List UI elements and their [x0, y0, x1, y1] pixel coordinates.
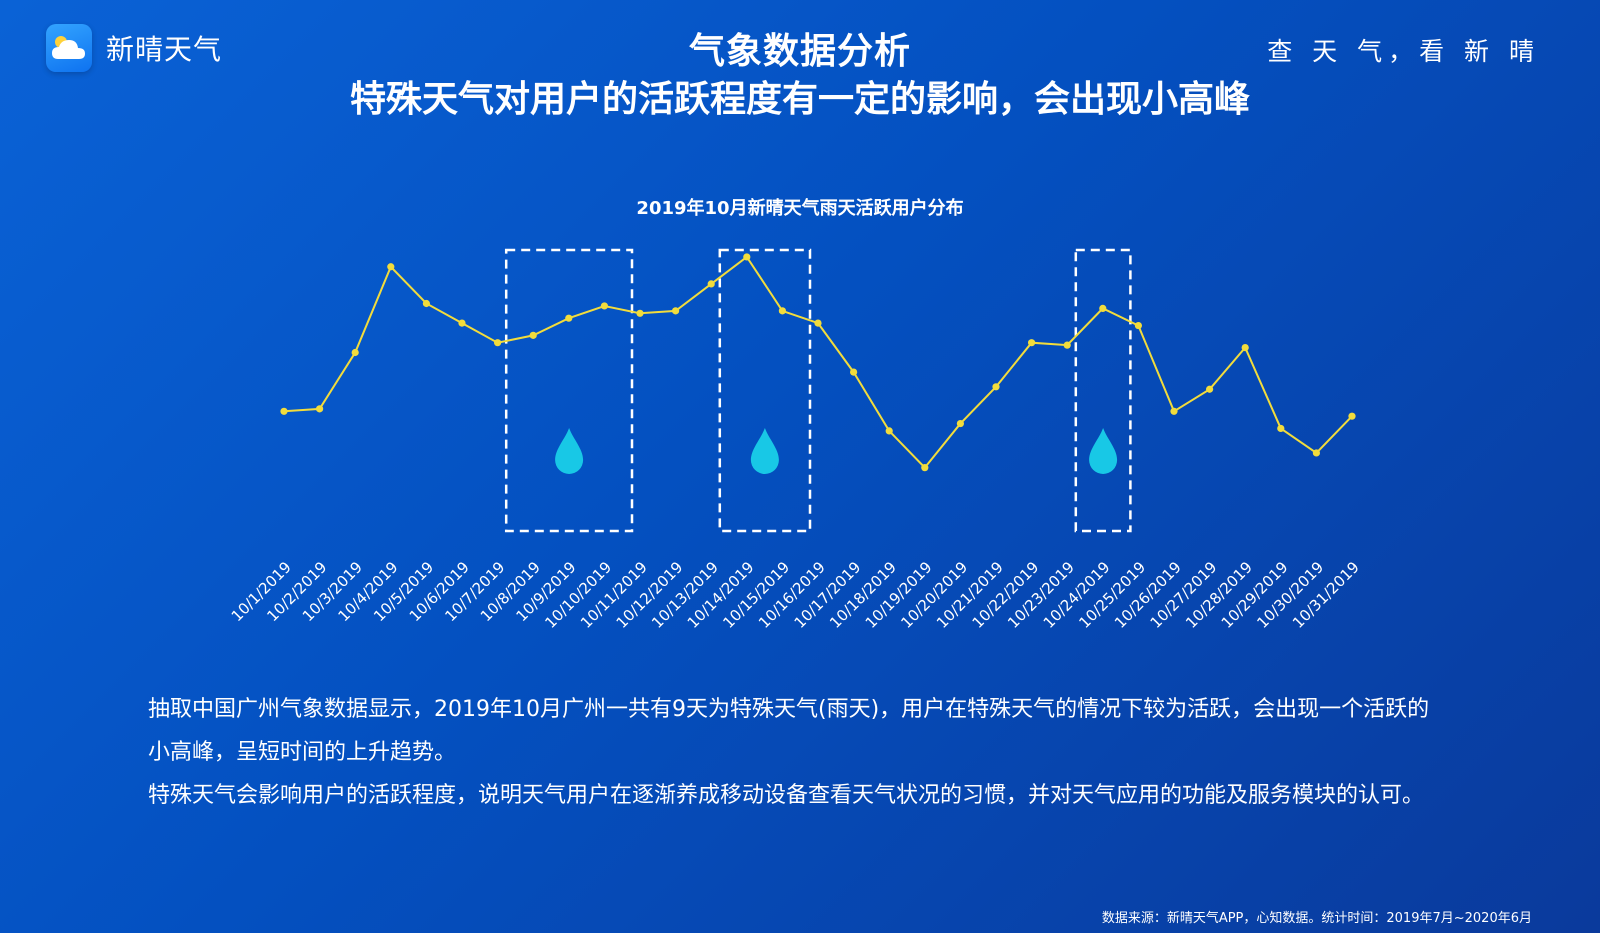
brand-logo: 新晴天气	[46, 24, 222, 72]
data-point	[992, 383, 1000, 391]
rain-highlight-group	[504, 248, 1132, 533]
data-point	[458, 319, 466, 327]
rain-highlight-box-3	[1074, 248, 1132, 533]
brand-name: 新晴天气	[106, 33, 223, 66]
description-paragraph-2: 特殊天气会影响用户的活跃程度，说明天气用户在逐渐养成移动设备查看天气状况的习惯，…	[148, 783, 1425, 808]
data-point	[850, 368, 858, 376]
data-point	[814, 319, 822, 327]
raindrop-icon	[750, 428, 779, 474]
data-point	[636, 309, 644, 317]
series-line-group	[283, 255, 1353, 470]
rain-highlight-box-1	[504, 248, 634, 533]
data-point	[778, 307, 787, 315]
slogan: 查 天 气，看 新 晴	[1267, 37, 1540, 66]
data-point	[1206, 385, 1214, 393]
data-point	[600, 302, 609, 310]
data-point	[1099, 304, 1107, 312]
data-point	[565, 314, 573, 322]
raindrop-icon	[555, 428, 584, 474]
data-point	[387, 263, 395, 271]
data-source-note: 数据来源：新晴天气APP，心知数据。统计时间：2019年7月~2020年6月	[1101, 911, 1532, 926]
data-point	[1277, 424, 1285, 433]
data-point	[1134, 321, 1142, 330]
data-point	[885, 427, 893, 435]
data-point	[351, 348, 359, 357]
data-point	[672, 307, 680, 315]
data-point	[1348, 412, 1356, 420]
raindrop-icon	[1089, 428, 1118, 474]
data-point	[422, 299, 430, 308]
data-point	[529, 331, 537, 339]
chart-title: 2019年10月新晴天气雨天活跃用户分布	[636, 198, 964, 219]
data-point	[707, 280, 715, 288]
rain-highlight-box-2	[718, 248, 812, 533]
data-point	[1241, 344, 1249, 352]
description-paragraph-1: 抽取中国广州气象数据显示，2019年10月广州一共有9天为特殊天气(雨天)，用户…	[148, 697, 1430, 765]
data-point	[280, 407, 288, 415]
data-point	[956, 419, 965, 428]
page-title: 气象数据分析	[688, 31, 911, 72]
data-point	[494, 339, 502, 347]
series-point-group	[280, 253, 1356, 472]
series-line	[283, 255, 1353, 470]
data-point	[1170, 407, 1178, 415]
data-point	[1028, 339, 1036, 347]
data-point	[921, 464, 929, 472]
cloud-sun-icon	[46, 24, 92, 72]
x-tick-label-group: 10/1/201910/2/201910/3/201910/4/201910/5…	[228, 558, 1363, 632]
data-point	[316, 405, 324, 413]
data-point	[1063, 341, 1071, 349]
data-point	[1312, 449, 1320, 457]
data-point	[743, 253, 751, 261]
page-subtitle: 特殊天气对用户的活跃程度有一定的影响，会出现小高峰	[349, 79, 1250, 120]
description: 抽取中国广州气象数据显示，2019年10月广州一共有9天为特殊天气(雨天)，用户…	[148, 688, 1448, 817]
